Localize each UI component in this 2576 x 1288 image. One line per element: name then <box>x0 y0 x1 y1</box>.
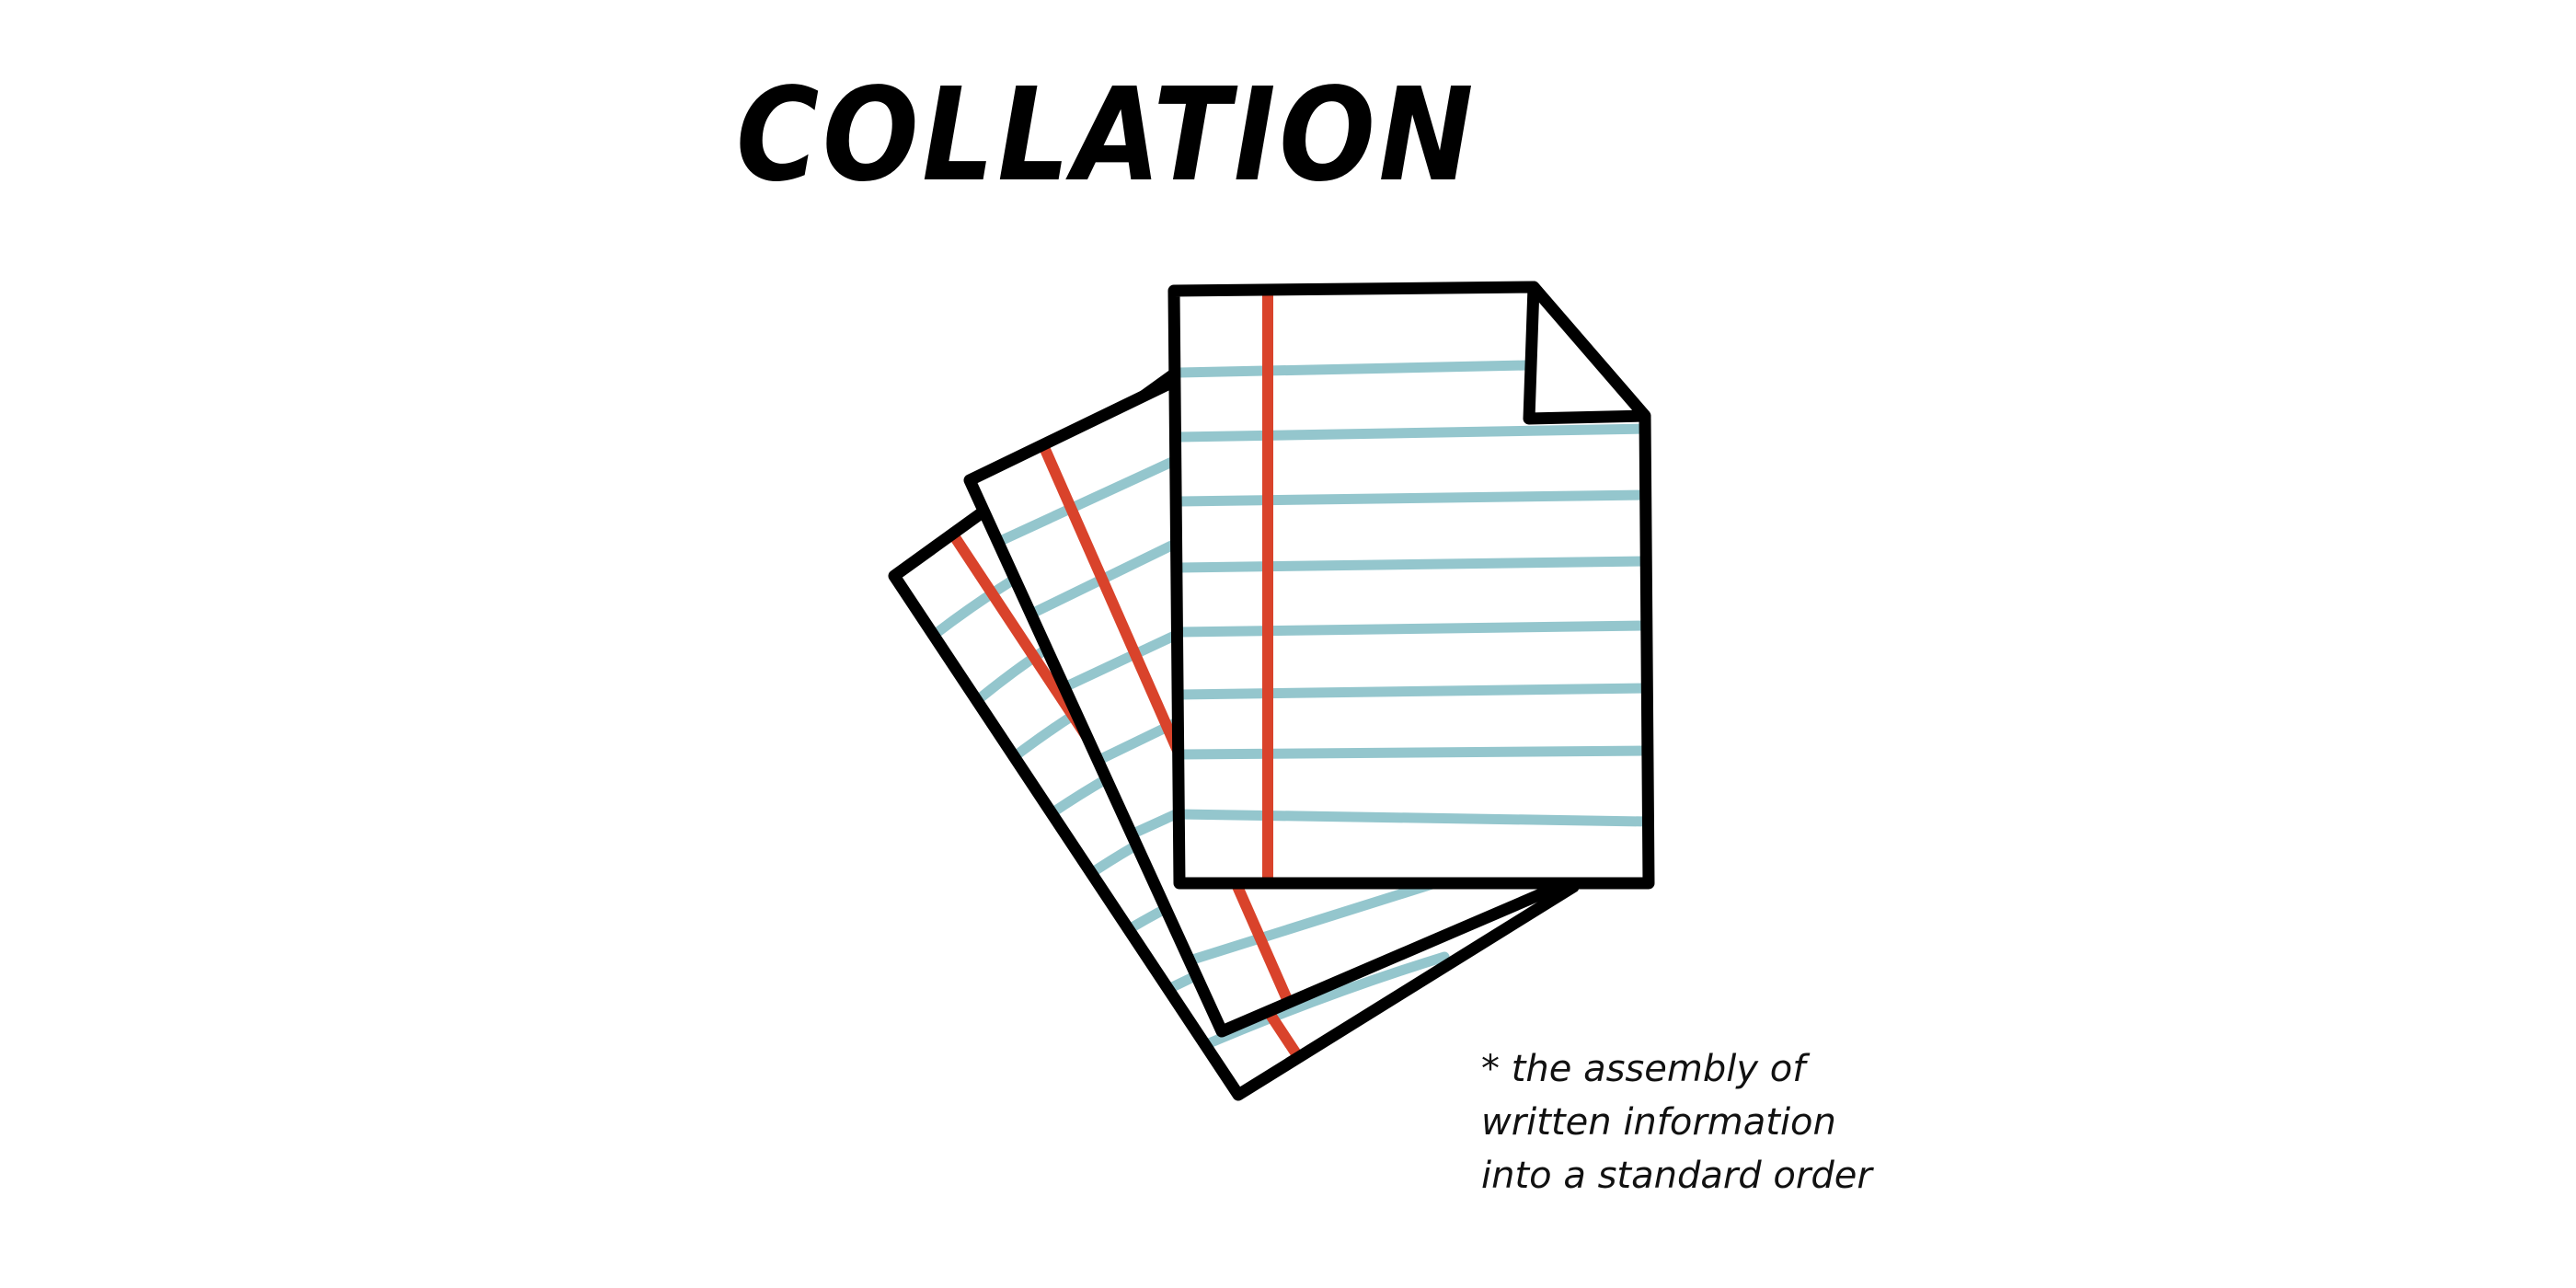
front-sheet <box>1167 281 1655 890</box>
caption-line: written information <box>1481 1101 1836 1144</box>
caption-line: into a standard order <box>1481 1155 1872 1197</box>
definition-caption: * the assembly of written information in… <box>1481 1042 1872 1202</box>
caption-line: * the assembly of <box>1481 1048 1806 1090</box>
page-title: COLLATION <box>736 61 1478 211</box>
